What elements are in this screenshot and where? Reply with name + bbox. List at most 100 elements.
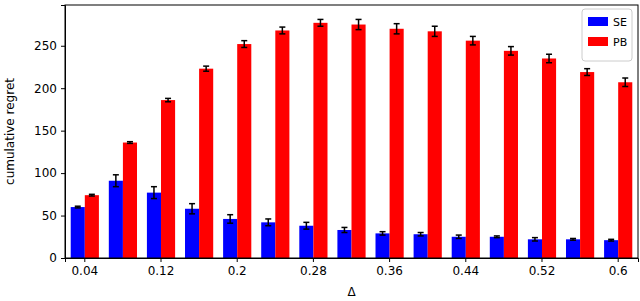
error-line <box>306 222 308 229</box>
y-axis-title: cumulative regret <box>3 78 17 185</box>
error-bar <box>394 24 400 34</box>
error-cap <box>165 101 171 103</box>
error-cap <box>341 232 347 234</box>
error-bar <box>456 235 462 238</box>
error-bar <box>418 233 424 236</box>
bar <box>237 44 251 258</box>
error-cap <box>456 234 462 236</box>
error-cap <box>570 239 576 241</box>
x-tick-label: 0.12 <box>148 264 175 278</box>
x-tick-label: 0.28 <box>300 264 327 278</box>
error-cap <box>241 40 247 42</box>
bar <box>275 30 289 258</box>
error-cap <box>470 36 476 38</box>
bar <box>147 193 161 258</box>
legend-label: SE <box>613 16 627 29</box>
error-cap <box>203 65 209 67</box>
error-cap <box>241 47 247 49</box>
error-cap <box>203 70 209 72</box>
error-bar <box>341 227 347 232</box>
legend-swatch <box>588 37 608 46</box>
error-cap <box>189 203 195 205</box>
error-line <box>244 41 246 48</box>
legend-label: PB <box>613 36 627 49</box>
error-cap <box>394 23 400 25</box>
error-bar <box>532 238 538 241</box>
x-tick-label: 0.2 <box>228 264 247 278</box>
chart: 0.040.120.20.280.360.440.520.60501001502… <box>0 0 640 301</box>
error-bar <box>317 19 323 26</box>
error-bar <box>303 222 309 229</box>
error-cap <box>494 235 500 237</box>
error-cap <box>432 25 438 27</box>
bar <box>85 195 99 258</box>
series-0 <box>71 175 618 258</box>
x-tick: 0.6 <box>609 258 628 278</box>
error-cap <box>75 207 81 209</box>
y-tick-label: 250 <box>34 39 57 53</box>
bar <box>185 209 199 258</box>
error-line <box>548 54 550 62</box>
y-tick: 50 <box>42 209 65 223</box>
error-cap <box>151 186 157 188</box>
error-line <box>282 27 284 34</box>
bar <box>352 25 366 258</box>
x-tick: 0.12 <box>148 258 175 278</box>
error-cap <box>508 54 514 56</box>
x-tick-mark <box>465 258 466 262</box>
error-line <box>586 69 588 76</box>
bar <box>466 41 480 258</box>
bar <box>428 31 442 258</box>
y-tick-mark <box>61 46 65 47</box>
error-bar <box>584 69 590 76</box>
error-cap <box>394 33 400 35</box>
error-line <box>268 219 270 226</box>
error-line <box>205 66 207 71</box>
error-bar <box>265 219 271 226</box>
error-line <box>153 187 155 199</box>
error-line <box>472 36 474 44</box>
error-bar <box>608 239 614 241</box>
error-bar <box>241 41 247 48</box>
error-cap <box>546 62 552 64</box>
error-cap <box>165 98 171 100</box>
error-bar <box>89 194 95 196</box>
x-tick-label: 0.36 <box>376 264 403 278</box>
error-bar <box>622 78 628 86</box>
y-tick-label: 200 <box>34 82 57 96</box>
error-cap <box>508 46 514 48</box>
bar <box>528 239 542 258</box>
error-cap <box>380 231 386 233</box>
plot-frame <box>65 5 638 258</box>
x-tick: 0.28 <box>300 258 327 278</box>
bar <box>337 230 351 258</box>
x-tick-label: 0.52 <box>529 264 556 278</box>
error-bar <box>227 215 233 223</box>
legend-swatch <box>588 17 608 26</box>
error-cap <box>532 237 538 239</box>
x-axis-line <box>66 259 639 263</box>
error-cap <box>418 235 424 237</box>
error-cap <box>89 195 95 197</box>
error-line <box>320 19 322 26</box>
error-line <box>344 227 346 232</box>
error-line <box>396 24 398 34</box>
bar <box>109 181 123 258</box>
error-cap <box>470 44 476 46</box>
y-axis-line <box>61 6 66 259</box>
plot-area <box>71 19 633 258</box>
x-tick: 0.36 <box>376 258 403 278</box>
y-tick-label: 100 <box>34 166 57 180</box>
bar <box>376 233 390 258</box>
series-1 <box>85 19 632 258</box>
x-tick: 0.2 <box>228 258 247 278</box>
error-line <box>510 47 512 55</box>
x-tick-mark <box>237 258 238 262</box>
error-bar <box>380 232 386 235</box>
legend: SE PB <box>582 9 632 61</box>
bar <box>504 51 518 258</box>
error-cap <box>622 86 628 88</box>
error-line <box>358 19 360 29</box>
y-tick: 200 <box>34 82 65 96</box>
error-cap <box>608 240 614 242</box>
